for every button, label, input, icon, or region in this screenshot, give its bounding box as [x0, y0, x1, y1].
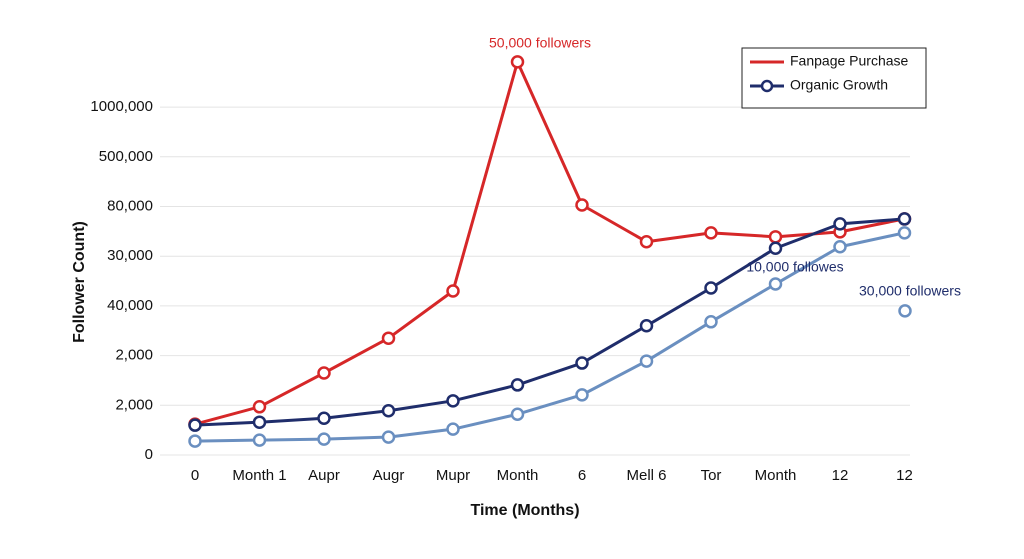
x-tick-label: Aupr — [308, 467, 340, 484]
x-tick-label: Augr — [373, 467, 405, 484]
data-point — [897, 226, 912, 240]
data-point — [510, 55, 525, 69]
data-point — [768, 230, 783, 244]
x-tick-label: Mell 6 — [626, 467, 666, 484]
series-line — [194, 60, 905, 426]
data-point — [381, 430, 396, 444]
y-tick-label: 2,000 — [115, 347, 153, 364]
y-tick-label: 0 — [145, 446, 153, 463]
data-point — [833, 217, 847, 231]
annotation: 50,000 followers — [489, 35, 591, 51]
data-point — [510, 378, 525, 392]
data-point — [317, 366, 331, 380]
data-point — [639, 319, 654, 333]
data-point — [317, 411, 331, 425]
data-point — [381, 331, 396, 345]
legend-box — [741, 47, 927, 109]
data-point — [704, 315, 718, 329]
data-point — [188, 434, 202, 448]
annotation-point — [898, 304, 912, 318]
data-point — [252, 433, 267, 447]
legend-label: Fanpage Purchase — [790, 53, 909, 69]
annotation: 10,000 followes — [746, 259, 843, 275]
x-tick-label: Tor — [701, 467, 722, 484]
data-point — [575, 198, 589, 212]
data-point — [252, 400, 267, 414]
y-tick-label: 80,000 — [107, 197, 153, 214]
data-point — [575, 388, 589, 402]
data-point — [381, 404, 396, 418]
x-axis-title: Time (Months) — [470, 502, 579, 519]
data-point — [446, 394, 460, 408]
x-tick-label: 12 — [896, 467, 913, 484]
data-point — [575, 356, 589, 370]
y-tick-label: 40,000 — [107, 297, 153, 314]
data-point — [639, 354, 654, 368]
data-point — [768, 277, 783, 291]
legend-marker — [760, 79, 774, 93]
y-tick-label: 2,000 — [115, 396, 153, 413]
data-point — [704, 281, 718, 295]
y-tick-label: 30,000 — [107, 247, 153, 264]
data-point — [833, 240, 847, 254]
data-point — [510, 407, 525, 421]
x-tick-label: 6 — [578, 467, 586, 484]
x-tick-label: 12 — [832, 467, 849, 484]
data-point — [252, 415, 267, 429]
x-tick-label: Month — [497, 467, 539, 484]
x-tick-label: Month 1 — [232, 467, 286, 484]
annotation: 30,000 followers — [859, 283, 961, 299]
data-point — [897, 212, 912, 226]
x-tick-label: 0 — [191, 467, 199, 484]
data-point — [188, 418, 202, 432]
data-point — [446, 422, 460, 436]
data-point — [446, 284, 460, 298]
series-line — [194, 217, 905, 427]
x-tick-label: Mupr — [436, 467, 470, 484]
data-point — [317, 432, 331, 446]
series-line — [194, 231, 905, 443]
y-tick-label: 1000,000 — [90, 98, 153, 115]
y-tick-label: 500,000 — [99, 148, 153, 165]
data-point — [639, 235, 654, 249]
data-point — [704, 226, 718, 240]
legend-label: Organic Growth — [790, 77, 888, 93]
data-point — [768, 241, 783, 255]
y-axis-title: Follower Count) — [71, 221, 88, 343]
x-tick-label: Month — [755, 467, 797, 484]
